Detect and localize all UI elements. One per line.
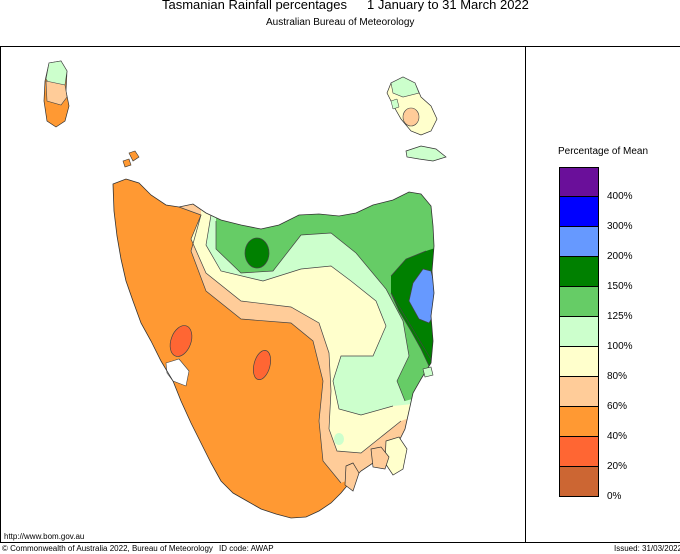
- legend-swatch: 80%: [559, 347, 627, 382]
- legend-label: 200%: [607, 251, 633, 262]
- source-url: http://www.bom.gov.au: [4, 532, 85, 541]
- legend-title: Percentage of Mean: [558, 146, 649, 157]
- legend-swatch: 200%: [559, 227, 633, 262]
- legend-swatch: 0%: [559, 467, 621, 502]
- agency-name: Australian Bureau of Meteorology: [266, 17, 415, 28]
- issued-date: Issued: 31/03/2022: [614, 544, 680, 553]
- hunter-island: [122, 158, 132, 168]
- legend-swatch: 400%: [559, 167, 633, 202]
- id-code: ID code: AWAP: [219, 544, 274, 553]
- tasmania-mainland: [113, 179, 434, 518]
- map-title: Tasmanian Rainfall percentages: [162, 0, 347, 12]
- legend-swatch: 20%: [559, 437, 627, 472]
- schouten-island: [422, 366, 434, 378]
- bruny-island: [344, 462, 360, 492]
- robbins-island: [128, 150, 140, 162]
- legend-label: 125%: [607, 311, 633, 322]
- legend-label: 150%: [607, 281, 633, 292]
- king-island: [43, 60, 70, 128]
- legend-scale: 400% 300% 200% 150% 125% 100% 80% 60% 40% 20% 0%: [559, 167, 633, 502]
- legend-label: 80%: [607, 371, 628, 382]
- legend-label: 0%: [607, 491, 622, 502]
- legend-label: 400%: [607, 191, 633, 202]
- legend-panel: Percentage of Mean 400% 300% 200% 150% 125% 1…: [526, 46, 680, 543]
- legend-swatch: 125%: [559, 287, 633, 322]
- map-panel: [0, 46, 526, 543]
- legend-label: 60%: [607, 401, 628, 412]
- forestier-peninsula: [370, 446, 390, 470]
- legend-label: 20%: [607, 461, 628, 472]
- legend-swatch: 100%: [559, 317, 633, 352]
- legend-swatch: 60%: [559, 377, 627, 412]
- legend-label: 100%: [607, 341, 633, 352]
- legend-swatch: 40%: [559, 407, 627, 442]
- legend-label: 40%: [607, 431, 628, 442]
- legend-label: 300%: [607, 221, 633, 232]
- map-period: 1 January to 31 March 2022: [367, 0, 529, 12]
- flinders-island: [386, 76, 447, 162]
- rainfall-map: [43, 60, 447, 519]
- legend-swatch: 300%: [559, 197, 633, 232]
- copyright-notice: © Commonwealth of Australia 2022, Bureau…: [2, 544, 213, 553]
- legend-swatch: 150%: [559, 257, 633, 292]
